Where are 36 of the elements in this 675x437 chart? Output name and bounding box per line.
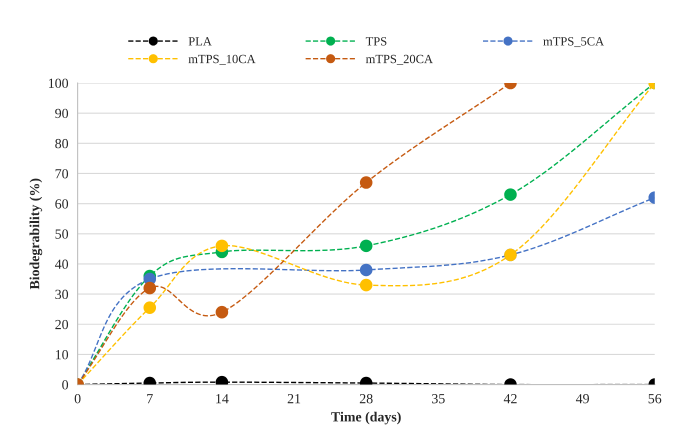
legend-label: mTPS_10CA xyxy=(188,54,256,65)
legend-label: PLA xyxy=(188,37,212,46)
x-tick-label: 28 xyxy=(360,394,373,404)
point xyxy=(360,240,372,252)
y-tick-label: 60 xyxy=(55,199,68,209)
y-tick-label: 90 xyxy=(55,108,68,118)
point xyxy=(360,264,372,276)
x-tick-label: 56 xyxy=(648,394,662,404)
legend-label: mTPS_20CA xyxy=(366,54,433,65)
x-tick-label: 0 xyxy=(74,394,81,404)
x-tick-label: 35 xyxy=(432,394,445,404)
y-axis-title: Biodegrability (%) xyxy=(30,178,42,290)
y-tick-label: 70 xyxy=(56,169,68,178)
x-tick-label: 14 xyxy=(216,394,229,404)
point xyxy=(360,278,372,292)
y-tick-label: 100 xyxy=(48,78,68,88)
y-tick-label: 30 xyxy=(55,290,68,300)
legend-label: mTPS_5CA xyxy=(543,37,604,48)
y-tick-label: 20 xyxy=(55,320,68,330)
point xyxy=(216,306,228,318)
x-tick-label: 42 xyxy=(504,394,517,404)
x-tick-label: 7 xyxy=(147,394,153,404)
point xyxy=(360,176,372,189)
point xyxy=(143,282,156,294)
x-tick-label: 49 xyxy=(576,394,589,404)
x-axis-title: Time (days) xyxy=(331,412,401,424)
y-tick-label: 0 xyxy=(62,380,68,390)
point xyxy=(143,301,156,314)
point xyxy=(504,188,517,201)
y-tick-label: 10 xyxy=(56,350,68,360)
y-tick-label: 80 xyxy=(55,138,68,148)
point xyxy=(216,240,228,252)
x-tick-label: 21 xyxy=(288,394,300,404)
y-tick-label: 40 xyxy=(54,260,68,269)
y-tick-label: 50 xyxy=(56,229,68,239)
legend-label: TPS xyxy=(366,37,386,46)
